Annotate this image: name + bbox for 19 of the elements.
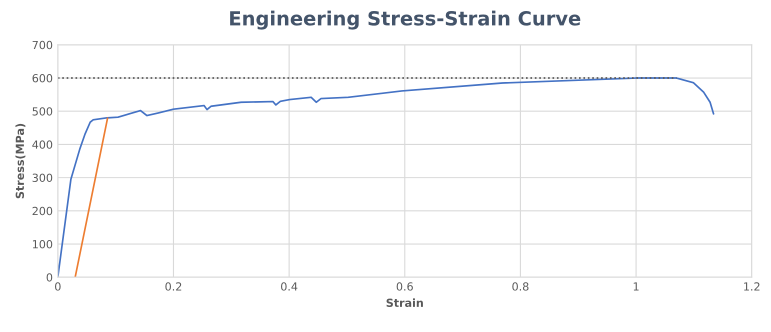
y-axis-title: Stress(MPa) (15, 124, 26, 198)
x-tick-label: 0.4 (281, 282, 298, 291)
line-series (58, 77, 714, 278)
x-tick-label: 0.2 (165, 282, 182, 291)
x-axis-title: Strain (386, 298, 423, 307)
y-tick-label: 300 (32, 174, 52, 182)
y-tick-label: 200 (32, 206, 52, 216)
y-tick-label: 700 (32, 40, 52, 50)
y-tick-label: 100 (32, 240, 52, 248)
y-tick-label: 500 (32, 107, 52, 116)
y-tick-label: 0 (46, 273, 52, 282)
x-tick-label: 0.6 (396, 282, 413, 291)
x-tick-label: 0 (55, 282, 61, 291)
x-tick-label: 1.2 (744, 282, 760, 291)
x-tick-label: 0.8 (512, 282, 528, 291)
x-tick-label: 1 (634, 282, 639, 291)
y-tick-label: 400 (32, 140, 52, 149)
chart-title: Engineering Stress-Strain Curve (230, 10, 580, 30)
y-tick-label: 600 (32, 74, 52, 82)
